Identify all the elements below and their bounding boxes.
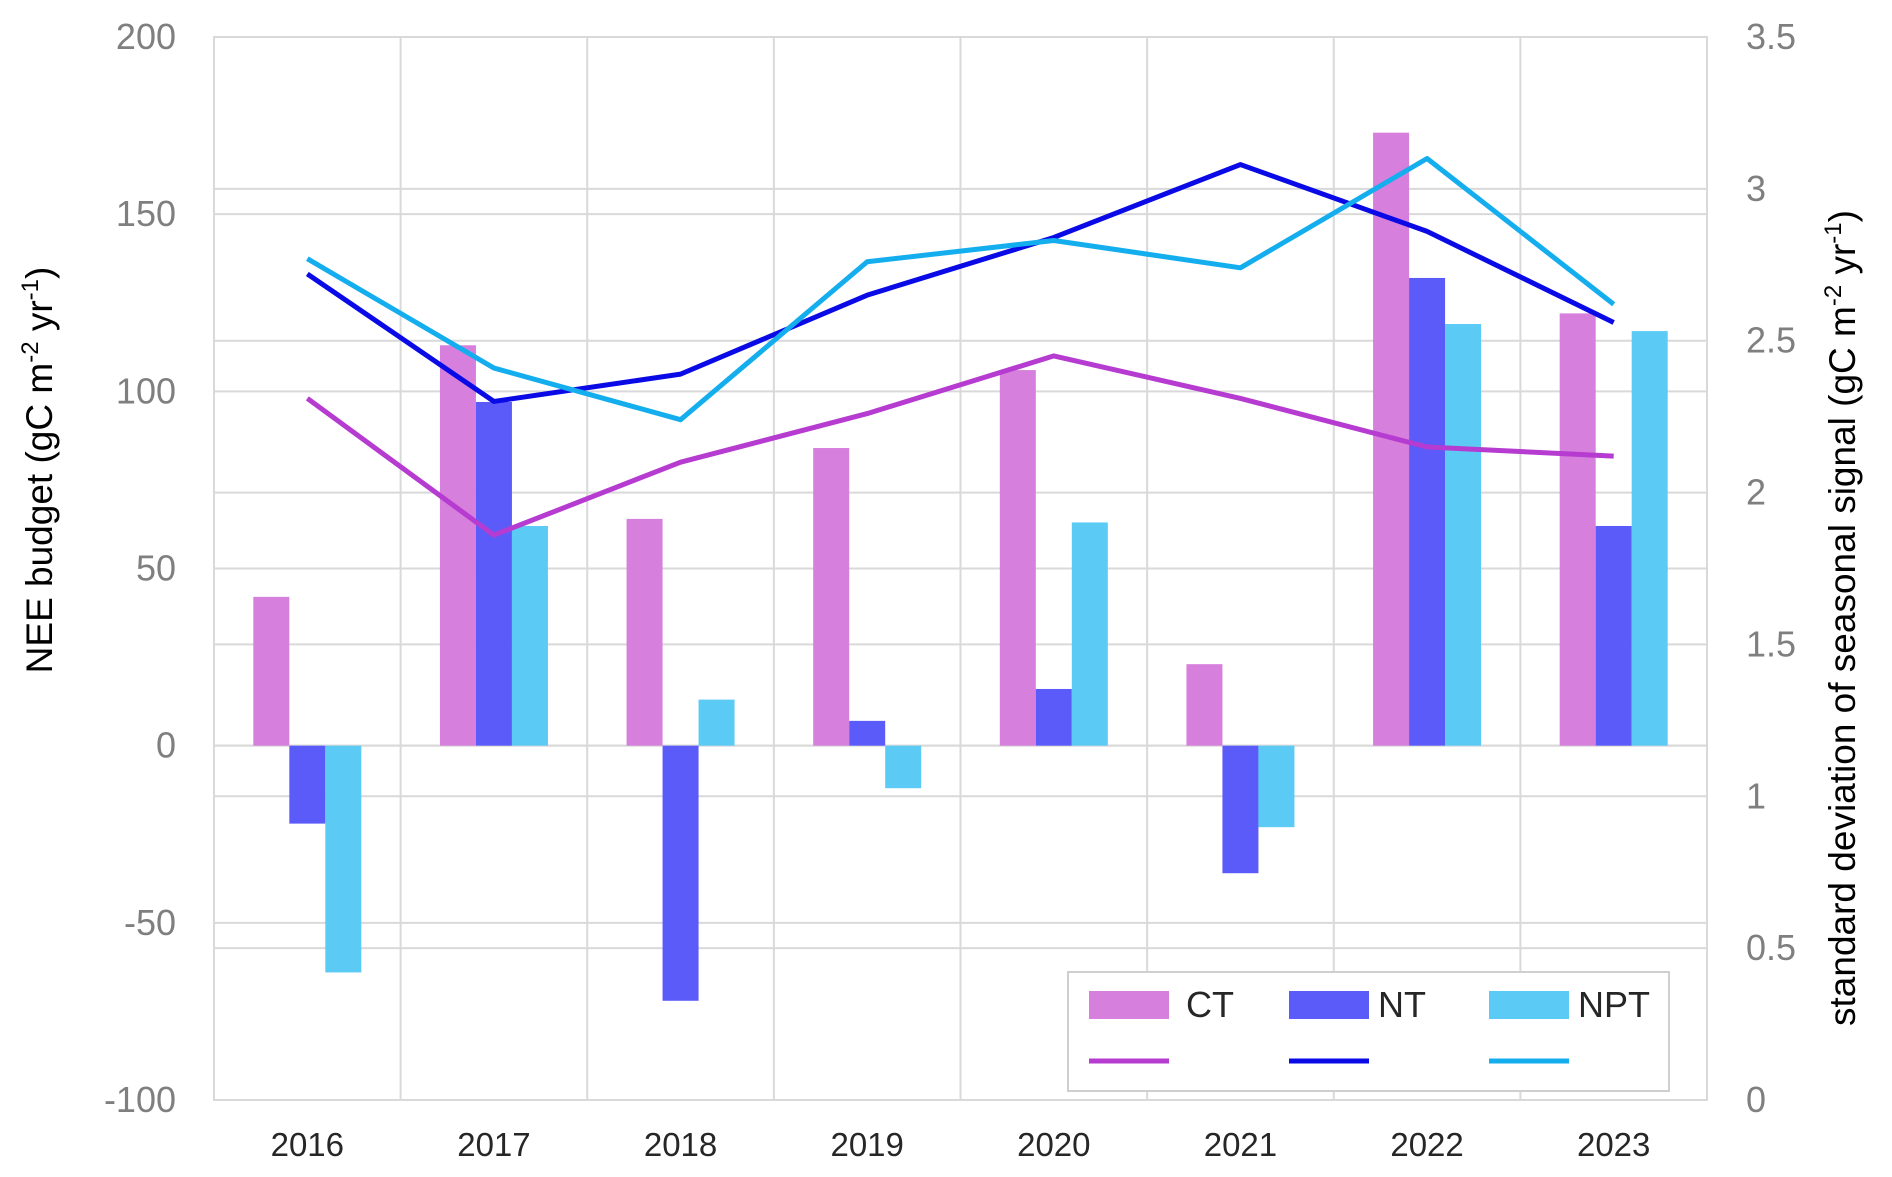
bar-npt: [1631, 331, 1668, 746]
bar-nt: [662, 745, 699, 1001]
y-tick-label: 50: [136, 548, 176, 589]
y-tick-label: 200: [116, 16, 176, 57]
y2-tick-label: 3: [1746, 168, 1766, 209]
bar-npt: [885, 745, 922, 789]
bar-npt: [511, 525, 548, 746]
bar-ct: [1186, 664, 1223, 746]
bar-npt: [325, 745, 362, 973]
y2-tick-label: 0.5: [1746, 927, 1796, 968]
x-tick-label: 2021: [1204, 1126, 1277, 1163]
legend: CT NT NPT: [1067, 971, 1670, 1092]
bar-nt: [475, 401, 512, 746]
y2-tick-label: 2: [1746, 472, 1766, 513]
bar-nt: [1595, 525, 1632, 746]
bar-ct: [813, 448, 850, 746]
y-tick-label: 100: [116, 370, 176, 411]
bar-ct: [626, 518, 663, 746]
line-series: [305, 155, 1616, 538]
legend-label-ct: CT: [1186, 984, 1234, 1025]
legend-swatch-ct-bar: [1089, 991, 1169, 1019]
y-tick-label: 0: [156, 725, 176, 766]
bar-nt: [1035, 688, 1072, 746]
y2-axis-title: standard deviation of seasonal signal (g…: [1820, 210, 1863, 1026]
x-tick-label: 2018: [644, 1126, 717, 1163]
bar-npt: [1071, 522, 1108, 746]
x-tick-label: 2019: [830, 1126, 903, 1163]
bar-nt: [1222, 745, 1259, 874]
bar-ct: [999, 370, 1036, 746]
x-tick-label: 2017: [457, 1126, 530, 1163]
y2-tick-label: 1.5: [1746, 623, 1796, 664]
axes: 200 150 100 50 0 -50 -100 3.5 3 2.5 2 1.5 1 0.5 0 2016 2…: [104, 16, 1796, 1163]
bar-nt: [1409, 277, 1446, 746]
legend-swatch-npt-bar: [1489, 991, 1569, 1019]
line-npt: [306, 155, 1616, 423]
x-tick-label: 2023: [1577, 1126, 1650, 1163]
x-tick-label: 2020: [1017, 1126, 1090, 1163]
bar-npt: [1258, 745, 1295, 828]
legend-label-nt: NT: [1378, 984, 1426, 1025]
y2-tick-label: 0: [1746, 1079, 1766, 1120]
y-axis-title: NEE budget (gC m-2 yr-1): [17, 267, 60, 674]
legend-swatch-nt-bar: [1289, 991, 1369, 1019]
line-nt: [305, 162, 1615, 404]
x-tick-label: 2016: [271, 1126, 344, 1163]
legend-label-npt: NPT: [1578, 984, 1650, 1025]
y-tick-label: -50: [124, 902, 176, 943]
bar-nt: [849, 720, 886, 746]
line-ct: [305, 353, 1614, 538]
grid-lines: [213, 36, 1708, 1101]
bar-npt: [698, 699, 735, 746]
bar-ct: [253, 596, 290, 746]
x-tick-label: 2022: [1390, 1126, 1463, 1163]
bar-ct: [439, 345, 476, 746]
y-tick-label: -100: [104, 1079, 176, 1120]
y-tick-label: 150: [116, 193, 176, 234]
y2-tick-label: 1: [1746, 775, 1766, 816]
bar-npt: [1445, 324, 1482, 746]
y2-tick-label: 2.5: [1746, 320, 1796, 361]
y2-tick-label: 3.5: [1746, 16, 1796, 57]
bar-nt: [289, 745, 326, 824]
bar-ct: [1559, 313, 1596, 746]
